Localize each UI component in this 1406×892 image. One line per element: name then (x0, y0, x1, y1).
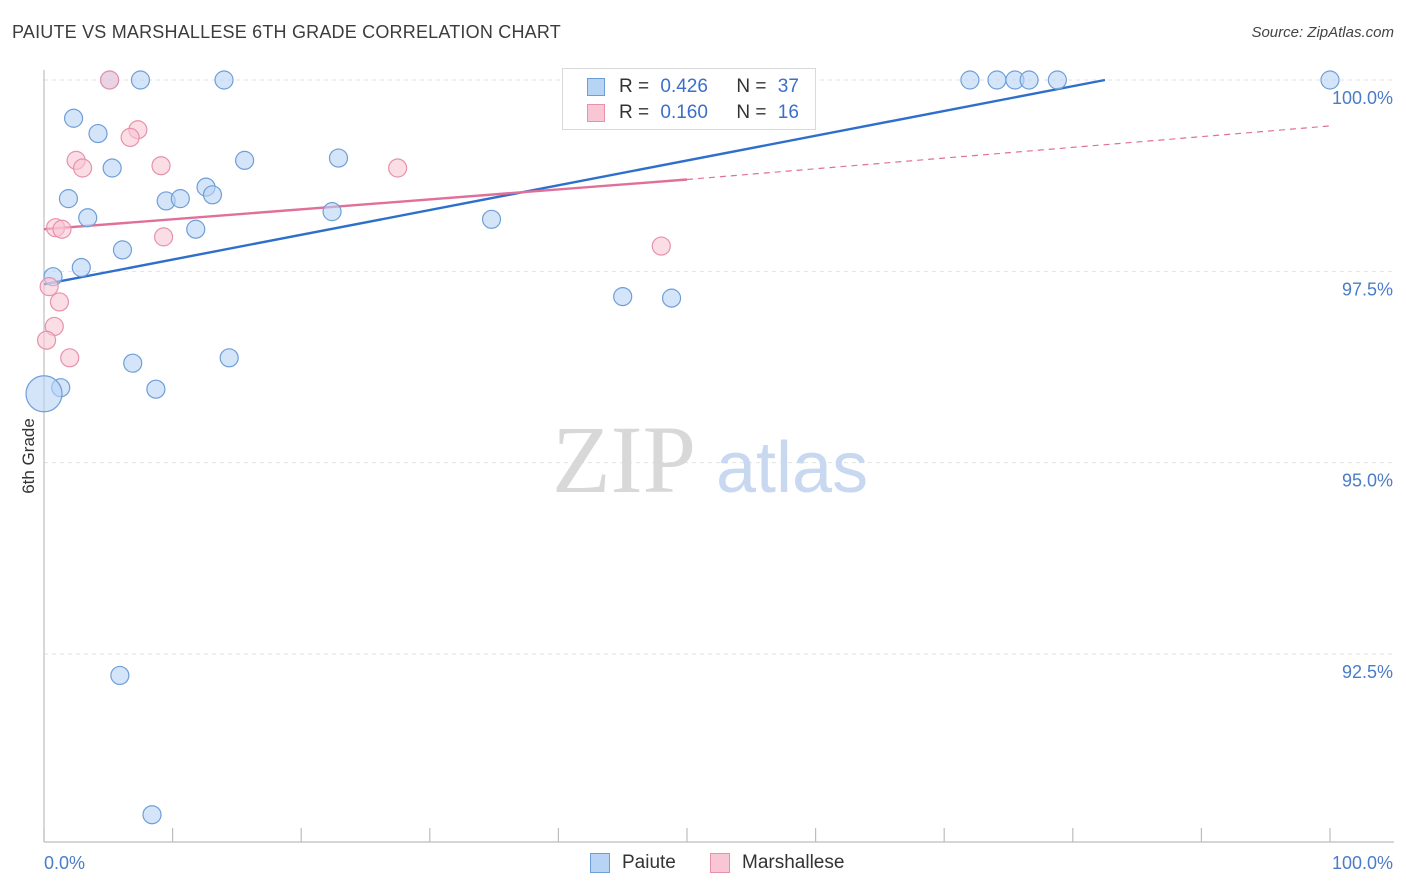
paiute-trend-line (43, 78, 1106, 286)
legend-row-paiute: R = 0.426 N = 37 (587, 75, 799, 99)
paiute-point (123, 353, 143, 373)
paiute-point (214, 70, 234, 90)
legend-label-paiute: Paiute (622, 852, 676, 873)
paiute-point (78, 208, 98, 228)
legend-n-value: 16 (777, 102, 799, 123)
y-axis-label: 6th Grade (19, 418, 38, 494)
marshallese-trend-line (43, 178, 688, 231)
marshallese-swatch (587, 104, 605, 122)
paiute-point (110, 665, 130, 686)
paiute-point (235, 150, 255, 170)
y-tick-label: 100.0% (1332, 88, 1393, 108)
marshallese-swatch (710, 853, 730, 873)
marshallese-point (151, 156, 171, 176)
paiute-swatch (590, 853, 610, 873)
trend-layer (43, 78, 1331, 286)
paiute-point (661, 288, 682, 308)
point-layer (25, 70, 1340, 825)
paiute-point (71, 257, 91, 278)
axis-layer (43, 70, 1394, 843)
paiute-point (186, 219, 206, 239)
marshallese-point (99, 70, 120, 90)
marshallese-point (52, 219, 72, 239)
paiute-point (146, 379, 166, 399)
paiute-point (481, 209, 502, 229)
marshallese-point (388, 158, 408, 178)
legend-r-label: R = (619, 76, 650, 97)
paiute-point (1047, 70, 1067, 90)
marshallese-point (60, 348, 80, 368)
paiute-point (142, 805, 162, 825)
legend-r-value: 0.426 (660, 76, 708, 97)
y-tick-label: 92.5% (1342, 662, 1393, 682)
paiute-point (960, 70, 980, 90)
y-tick-label: 95.0% (1342, 471, 1393, 491)
watermark-atlas: atlas (716, 428, 868, 508)
paiute-point (613, 286, 633, 307)
paiute-point (328, 148, 349, 168)
paiute-point (130, 70, 151, 90)
paiute-point (102, 158, 122, 178)
x-tick-label: 0.0% (44, 853, 85, 873)
y-tick-label: 97.5% (1342, 279, 1393, 299)
legend-row-marshallese: R = 0.160 N = 16 (587, 101, 799, 125)
chart-title: PAIUTE VS MARSHALLESE 6TH GRADE CORRELAT… (12, 22, 561, 42)
paiute-point (63, 108, 84, 128)
legend-n-label: N = (736, 102, 767, 123)
marshallese-point (153, 227, 174, 247)
marshallese-trend-extension (686, 125, 1331, 181)
watermark-zip: ZIP (552, 406, 696, 513)
x-tick-label: 100.0% (1332, 853, 1393, 873)
marshallese-point (651, 236, 671, 256)
marshallese-point (36, 330, 57, 350)
legend-r-value: 0.160 (660, 102, 708, 123)
legend-n-label: N = (736, 76, 767, 97)
paiute-point (112, 240, 133, 260)
marshallese-point (49, 292, 70, 312)
paiute-point (170, 189, 190, 209)
marshallese-point (39, 277, 59, 297)
paiute-point (58, 189, 79, 209)
paiute-point (322, 202, 342, 222)
paiute-swatch (587, 78, 605, 96)
paiute-point (202, 185, 223, 205)
source-label: Source: ZipAtlas.com (1251, 24, 1394, 41)
legend-item-paiute[interactable]: Paiute (590, 852, 676, 874)
stats-legend: R = 0.426 N = 37 R = 0.160 N = 16 (562, 68, 816, 130)
paiute-point (219, 348, 239, 368)
legend-r-label: R = (619, 102, 650, 123)
paiute-point (987, 70, 1007, 90)
label-layer: 100.0% 97.5% 95.0% 92.5% 0.0% 100.0% 6th Grade (19, 88, 1393, 873)
legend-item-marshallese[interactable]: Marshallese (710, 852, 844, 874)
watermark: ZIP atlas (552, 406, 868, 513)
marshallese-point (72, 158, 93, 178)
paiute-point (1320, 70, 1340, 90)
series-legend: Paiute Marshallese (0, 852, 1406, 878)
marshallese-point (120, 127, 140, 147)
legend-n-value: 37 (777, 76, 799, 97)
legend-label-marshallese: Marshallese (742, 852, 845, 873)
paiute-point (1019, 70, 1039, 90)
paiute-point (88, 123, 108, 144)
paiute-point (25, 375, 63, 413)
